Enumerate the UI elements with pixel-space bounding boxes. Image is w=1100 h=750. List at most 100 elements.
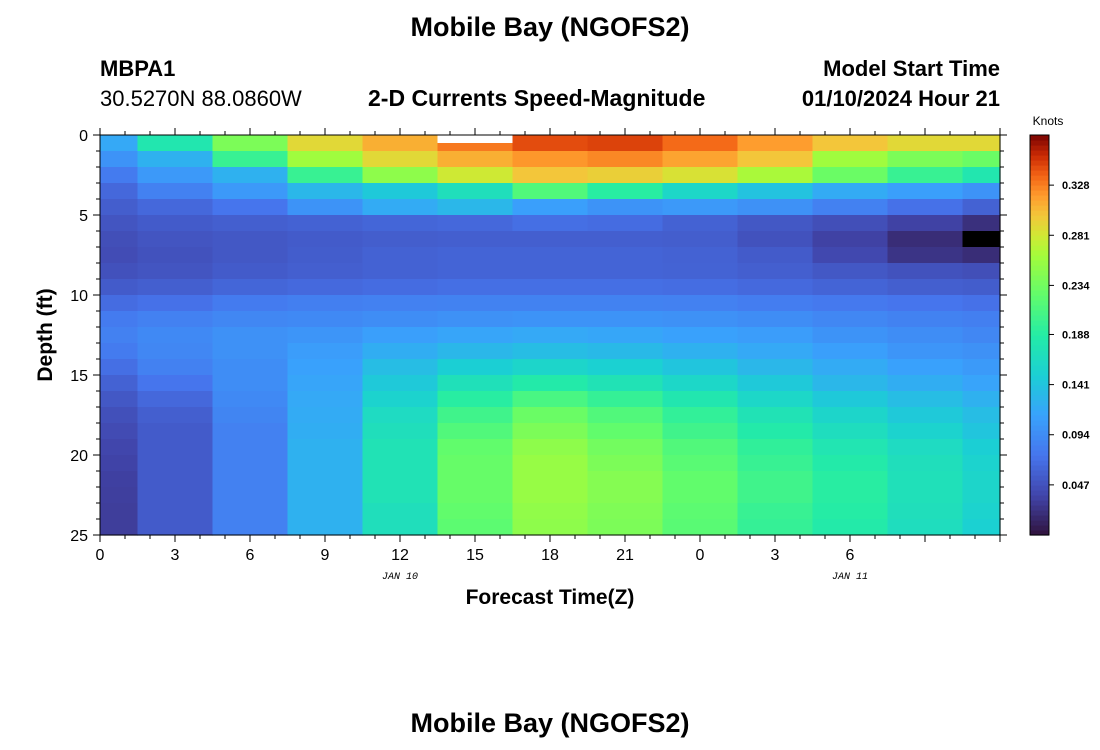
x-date-label: JAN 10 <box>382 572 418 583</box>
heatmap-cell <box>362 423 439 440</box>
heatmap-cell <box>437 151 514 168</box>
heatmap-cell <box>437 519 514 536</box>
heatmap-cell <box>962 279 1001 296</box>
heatmap-cell <box>587 375 664 392</box>
heatmap-cell <box>662 359 739 376</box>
heatmap-cell <box>512 423 589 440</box>
heatmap-cell <box>287 295 364 312</box>
heatmap-cell <box>962 295 1001 312</box>
colorbar-segment <box>1030 335 1049 341</box>
colorbar-segment <box>1030 215 1049 221</box>
x-tick-label: 12 <box>391 547 409 564</box>
heatmap-cell <box>887 247 964 264</box>
colorbar-segment <box>1030 165 1049 171</box>
heatmap-cell <box>812 327 889 344</box>
heatmap-cell <box>662 167 739 184</box>
heatmap-cell <box>287 247 364 264</box>
colorbar-segment <box>1030 290 1049 296</box>
colorbar-segment <box>1030 305 1049 311</box>
colorbar-segment <box>1030 525 1049 531</box>
colorbar-segment <box>1030 245 1049 251</box>
heatmap-cell <box>437 183 514 200</box>
heatmap-cell <box>287 183 364 200</box>
colorbar-segment <box>1030 185 1049 191</box>
colorbar-segment <box>1030 175 1049 181</box>
heatmap-cell <box>737 215 814 232</box>
heatmap-cell <box>587 439 664 456</box>
heatmap-cell <box>737 183 814 200</box>
heatmap-cell <box>287 487 364 504</box>
heatmap-cell <box>287 231 364 248</box>
heatmap-cell <box>737 135 814 152</box>
x-tick-label: 3 <box>171 547 180 564</box>
colorbar-segment <box>1030 470 1049 476</box>
heatmap-cell <box>287 455 364 472</box>
colorbar-segment <box>1030 300 1049 306</box>
heatmap-cell <box>962 343 1001 360</box>
heatmap-cell <box>362 231 439 248</box>
heatmap-cell <box>812 423 889 440</box>
heatmap-cell <box>212 503 289 520</box>
heatmap-cell <box>662 247 739 264</box>
heatmap-cell <box>962 231 1001 248</box>
heatmap-cell <box>962 359 1001 376</box>
heatmap-cell <box>587 471 664 488</box>
heatmap-cell <box>512 295 589 312</box>
heatmap-cell <box>887 375 964 392</box>
colorbar-segment <box>1030 320 1049 326</box>
heatmap-cell <box>812 295 889 312</box>
heatmap-cell <box>812 519 889 536</box>
heatmap-cell <box>512 183 589 200</box>
heatmap-cell <box>212 311 289 328</box>
heatmap-cell <box>812 167 889 184</box>
heatmap-cell <box>362 375 439 392</box>
colorbar-segment <box>1030 365 1049 371</box>
heatmap-cell <box>212 231 289 248</box>
heatmap-cell <box>287 167 364 184</box>
heatmap-cell <box>100 311 139 328</box>
footer-title: Mobile Bay (NGOFS2) <box>410 708 690 738</box>
colorbar-segment <box>1030 325 1049 331</box>
heatmap-cell <box>662 391 739 408</box>
heatmap-cell <box>962 247 1001 264</box>
heatmap-cell <box>962 503 1001 520</box>
colorbar-segment <box>1030 510 1049 516</box>
heatmap-cell <box>287 359 364 376</box>
heatmap-cell <box>737 247 814 264</box>
heatmap-cell <box>587 327 664 344</box>
heatmap-cell <box>137 135 214 152</box>
colorbar: 0.047 0.094 0.141 0.188 0.234 0.281 0.328 <box>1029 134 1090 536</box>
heatmap-cell <box>362 183 439 200</box>
colorbar-segment <box>1030 270 1049 276</box>
colorbar-segment <box>1030 225 1049 231</box>
heatmap-cell <box>437 487 514 504</box>
heatmap-cell <box>137 407 214 424</box>
colorbar-segment <box>1030 275 1049 281</box>
colorbar-segment <box>1030 235 1049 241</box>
heatmap-cell <box>512 199 589 216</box>
colorbar-segment <box>1030 150 1049 156</box>
heatmap-cell <box>962 135 1001 152</box>
y-tick-label: 25 <box>70 528 88 545</box>
heatmap-cell <box>812 135 889 152</box>
chart-axes: 0 3 6 9 12 15 18 21 0 3 6 JAN 10 JAN 11 0 5 10 15 20 25 <box>70 128 1007 583</box>
heatmap-cell <box>812 407 889 424</box>
heatmap-cell <box>212 519 289 536</box>
heatmap-cell <box>962 199 1001 216</box>
heatmap-cell <box>737 311 814 328</box>
colorbar-segment <box>1030 400 1049 406</box>
heatmap-cell <box>737 391 814 408</box>
heatmap-cell <box>887 311 964 328</box>
x-tick-label: 6 <box>846 547 855 564</box>
heatmap-cell <box>287 471 364 488</box>
heatmap-cell <box>437 391 514 408</box>
heatmap-cell <box>137 279 214 296</box>
heatmap-cell <box>587 487 664 504</box>
heatmap-cell <box>887 343 964 360</box>
heatmap-cell <box>100 407 139 424</box>
heatmap-cell <box>962 167 1001 184</box>
model-start-label: Model Start Time <box>823 56 1000 81</box>
heatmap-cell <box>887 439 964 456</box>
heatmap-cell <box>100 375 139 392</box>
station-id: MBPA1 <box>100 56 176 81</box>
